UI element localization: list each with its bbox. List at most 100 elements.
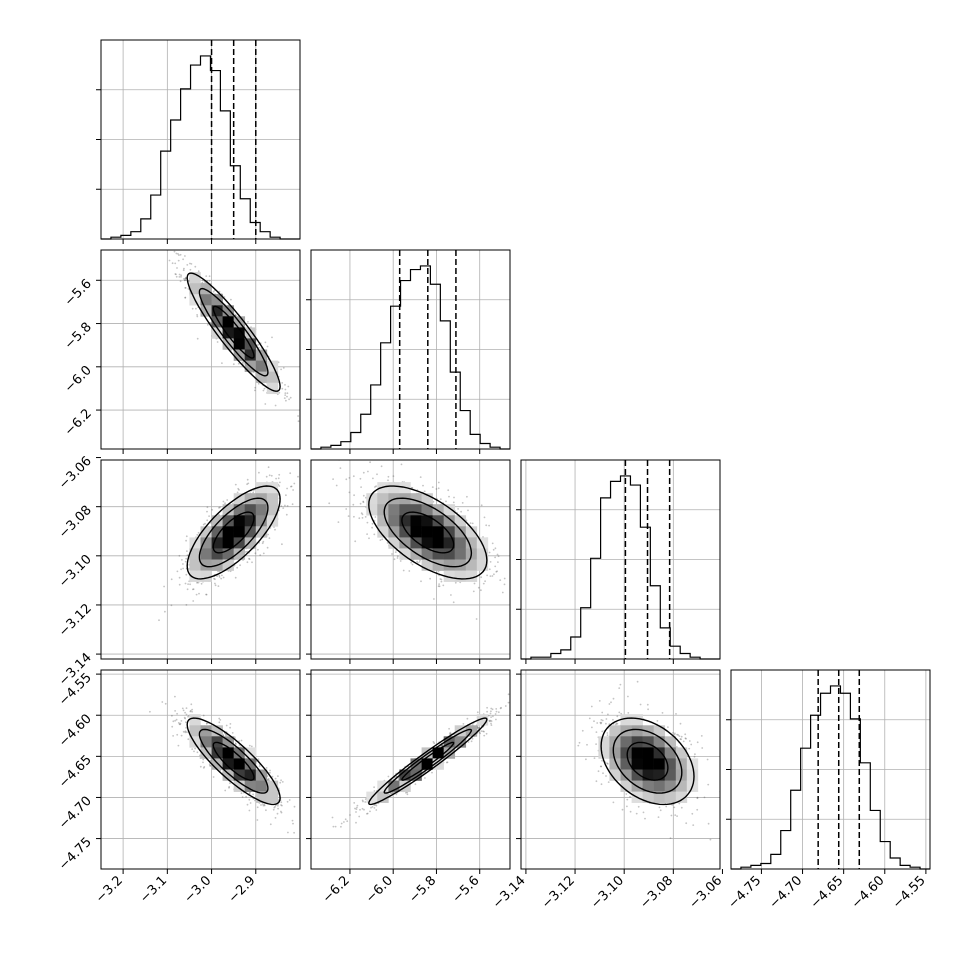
scatter-point [179, 253, 182, 256]
density-cell [388, 482, 400, 494]
scatter-point [192, 600, 195, 602]
density-cell [399, 504, 411, 516]
scatter-point [246, 561, 249, 564]
scatter-point [178, 554, 181, 557]
scatter-point [419, 476, 422, 478]
scatter-point [192, 588, 194, 591]
density-cell [432, 504, 444, 516]
scatter-point [183, 279, 186, 282]
scatter-point [274, 805, 276, 808]
scatter-point [285, 399, 287, 402]
scatter-point [178, 583, 181, 586]
density-cell [211, 725, 223, 737]
scatter-point [175, 718, 178, 721]
density-cell [222, 736, 234, 748]
scatter-point [174, 262, 177, 265]
scatter-point [184, 255, 186, 257]
scatter-point [303, 398, 305, 400]
scatter-point [453, 496, 455, 499]
scatter-point [284, 384, 286, 386]
scatter-point [503, 583, 506, 586]
scatter-point [217, 513, 220, 516]
scatter-point [480, 589, 482, 592]
scatter-point [183, 716, 186, 719]
scatter-point [254, 552, 257, 555]
density-cell [432, 526, 444, 538]
density-cell [266, 791, 279, 803]
scatter-point [248, 557, 250, 560]
scatter-point [280, 505, 283, 507]
contour-line [212, 741, 255, 781]
scatter-point [189, 268, 192, 271]
scatter-point [445, 500, 447, 503]
scatter-point [209, 764, 212, 767]
scatter-point [402, 569, 405, 572]
scatter-point [452, 601, 455, 604]
scatter-point [232, 363, 235, 366]
scatter-point [265, 475, 268, 478]
density-cell [454, 537, 467, 549]
scatter-point [483, 730, 485, 733]
scatter-point [273, 806, 276, 809]
scatter-point [185, 721, 187, 724]
scatter-point [196, 337, 199, 340]
scatter-point [199, 765, 202, 768]
scatter-panel-2-0 [100, 459, 301, 660]
scatter-point [202, 758, 205, 761]
scatter-point [206, 519, 209, 522]
density-cell [244, 493, 257, 505]
density-cell [432, 559, 444, 571]
scatter-point [268, 537, 271, 539]
scatter-point [353, 515, 355, 518]
scatter-point [234, 742, 237, 745]
scatter-point [193, 750, 195, 753]
scatter-point [199, 754, 201, 757]
scatter-point [276, 812, 279, 815]
scatter-point [359, 477, 362, 480]
scatter-point [232, 502, 234, 505]
scatter-point [359, 502, 362, 505]
scatter-point [309, 816, 311, 818]
density-cell [377, 526, 389, 538]
scatter-point [174, 710, 177, 712]
contour-line [186, 272, 281, 392]
scatter-point [362, 500, 365, 503]
scatter-point [229, 782, 231, 785]
scatter-point [485, 524, 488, 527]
scatter-point [184, 296, 187, 299]
scatter-point [492, 548, 495, 551]
density-cell [266, 504, 279, 516]
scatter-point [399, 560, 402, 562]
density-cell [421, 559, 433, 571]
scatter-point [176, 267, 178, 269]
scatter-point [437, 585, 440, 588]
scatter-point [429, 577, 431, 580]
density-cell [189, 725, 201, 737]
scatter-point [170, 604, 173, 607]
scatter-point [184, 717, 187, 720]
scatter-point [304, 812, 306, 814]
scatter-point [262, 552, 265, 555]
density-cell [421, 537, 433, 549]
scatter-point [186, 731, 188, 734]
scatter-point [184, 711, 187, 714]
panel-frame [310, 249, 511, 450]
scatter-point [473, 582, 476, 585]
scatter-point [497, 561, 499, 563]
scatter-point [174, 695, 176, 698]
scatter-point [360, 486, 362, 488]
scatter-point [182, 567, 185, 570]
density-cell [233, 327, 246, 339]
scatter-point [448, 727, 450, 730]
density-cell [443, 515, 456, 527]
scatter-point [222, 500, 225, 503]
scatter-point [414, 783, 417, 786]
density-cell [255, 769, 268, 781]
scatter-point [288, 398, 290, 401]
scatter-point [252, 793, 255, 796]
scatter-point [184, 560, 187, 563]
scatter-point [196, 534, 199, 536]
scatter-point [214, 582, 216, 585]
scatter-point [206, 506, 209, 509]
scatter-point [369, 810, 371, 813]
